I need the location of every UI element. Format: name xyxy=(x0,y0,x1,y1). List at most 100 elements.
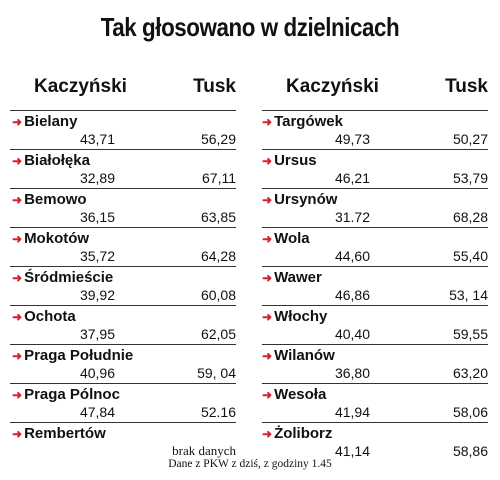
district-name: ➜ Włochy xyxy=(262,308,327,325)
kaczynski-value: 39,92 xyxy=(79,287,115,303)
red-arrow-icon: ➜ xyxy=(12,388,23,402)
red-arrow-icon: ➜ xyxy=(12,271,23,285)
district-name: ➜ Bielany xyxy=(12,113,77,130)
district-name: ➜ Mokotów xyxy=(12,230,89,247)
kaczynski-value: 43,71 xyxy=(79,131,115,147)
district-label: Praga Południe xyxy=(24,347,134,364)
district-label: Żoliborz xyxy=(274,425,333,442)
no-data-note: brak danych xyxy=(172,443,236,458)
red-arrow-icon: ➜ xyxy=(262,154,273,168)
red-arrow-icon: ➜ xyxy=(12,154,23,168)
left-column: Kaczyński Tusk ➜ Bielany 43,71 56,29 ➜ Białoł… xyxy=(10,76,236,461)
kaczynski-value: 31.72 xyxy=(334,209,370,225)
district-label: Bielany xyxy=(24,113,78,130)
district-label: Bemowo xyxy=(24,191,87,208)
tusk-value: 53, 14 xyxy=(449,287,488,303)
tusk-value: 60,08 xyxy=(200,287,236,303)
district-row: ➜ Białołęka 32,89 67,11 xyxy=(10,149,236,188)
tusk-value: 63,85 xyxy=(200,209,236,225)
red-arrow-icon: ➜ xyxy=(262,349,273,363)
district-row: ➜ Wilanów 36,80 63,20 xyxy=(262,344,488,383)
right-rows: ➜ Targówek 49,73 50,27 ➜ Ursus 46,21 53,79 ➜ Ursy… xyxy=(262,110,488,461)
district-row: ➜ Śródmieście 39,92 60,08 xyxy=(10,266,236,305)
kaczynski-value: 37,95 xyxy=(79,326,115,342)
red-arrow-icon: ➜ xyxy=(12,232,23,246)
kaczynski-value: 47,84 xyxy=(79,404,115,420)
header-kaczynski: Kaczyński xyxy=(34,76,127,97)
district-name: ➜ Bemowo xyxy=(12,191,87,208)
tusk-value: 53,79 xyxy=(452,170,488,186)
district-name: ➜ Praga Pólnoc xyxy=(12,386,120,403)
district-name: ➜ Praga Południe xyxy=(12,347,133,364)
district-label: Białołęka xyxy=(24,152,90,169)
district-row: ➜ Ursus 46,21 53,79 xyxy=(262,149,488,188)
right-column: Kaczyński Tusk ➜ Targówek 49,73 50,27 ➜ Ursus… xyxy=(262,76,488,461)
kaczynski-value: 46,21 xyxy=(334,170,370,186)
red-arrow-icon: ➜ xyxy=(262,427,273,441)
red-arrow-icon: ➜ xyxy=(12,349,23,363)
red-arrow-icon: ➜ xyxy=(262,271,273,285)
district-row: ➜ Mokotów 35,72 64,28 xyxy=(10,227,236,266)
left-header: Kaczyński Tusk xyxy=(10,76,236,110)
district-row: ➜ Ochota 37,95 62,05 xyxy=(10,305,236,344)
right-header: Kaczyński Tusk xyxy=(262,76,488,110)
district-label: Wawer xyxy=(274,269,322,286)
red-arrow-icon: ➜ xyxy=(262,388,273,402)
district-label: Ochota xyxy=(24,308,76,325)
district-row: ➜ Żoliborz 41,14 58,86 xyxy=(262,422,488,461)
district-label: Wilanów xyxy=(274,347,335,364)
district-row: ➜ Bielany 43,71 56,29 xyxy=(10,110,236,149)
header-tusk: Tusk xyxy=(193,76,236,97)
district-row: ➜ Wawer 46,86 53, 14 xyxy=(262,266,488,305)
tusk-value: 58,06 xyxy=(452,404,488,420)
tusk-value: 59,55 xyxy=(452,326,488,342)
kaczynski-value: 41,94 xyxy=(334,404,370,420)
kaczynski-value: 46,86 xyxy=(334,287,370,303)
district-row: ➜ Wesoła 41,94 58,06 xyxy=(262,383,488,422)
district-row: ➜ Targówek 49,73 50,27 xyxy=(262,110,488,149)
district-name: ➜ Targówek xyxy=(262,113,343,130)
tusk-value: 58,86 xyxy=(452,443,488,459)
source-note: Dane z PKW z dziś, z godziny 1.45 xyxy=(168,458,332,470)
district-label: Wola xyxy=(274,230,310,247)
tusk-value: 55,40 xyxy=(452,248,488,264)
tusk-value: 59, 04 xyxy=(197,365,236,381)
kaczynski-value: 35,72 xyxy=(79,248,115,264)
district-name: ➜ Wola xyxy=(262,230,310,247)
district-row: ➜ Włochy 40,40 59,55 xyxy=(262,305,488,344)
district-row: ➜ Ursynów 31.72 68,28 xyxy=(262,188,488,227)
district-label: Ursynów xyxy=(274,191,338,208)
district-label: Wesoła xyxy=(274,386,327,403)
tusk-value: 52.16 xyxy=(200,404,236,420)
kaczynski-value: 41,14 xyxy=(334,443,370,459)
red-arrow-icon: ➜ xyxy=(262,193,273,207)
red-arrow-icon: ➜ xyxy=(262,310,273,324)
tusk-value: 56,29 xyxy=(200,131,236,147)
header-tusk: Tusk xyxy=(445,76,488,97)
red-arrow-icon: ➜ xyxy=(12,193,23,207)
left-rows: ➜ Bielany 43,71 56,29 ➜ Białołęka 32,89 67,11 ➜ B… xyxy=(10,110,236,461)
header-kaczynski: Kaczyński xyxy=(286,76,379,97)
district-row: ➜ Praga Południe 40,96 59, 04 xyxy=(10,344,236,383)
kaczynski-value: 36,80 xyxy=(334,365,370,381)
kaczynski-value: 40,40 xyxy=(334,326,370,342)
district-name: ➜ Rembertów xyxy=(12,425,106,442)
district-row: ➜ Wola 44,60 55,40 xyxy=(262,227,488,266)
tusk-value: 62,05 xyxy=(200,326,236,342)
district-name: ➜ Ochota xyxy=(12,308,76,325)
tusk-value: 64,28 xyxy=(200,248,236,264)
tusk-value: 50,27 xyxy=(452,131,488,147)
tusk-value: 63,20 xyxy=(452,365,488,381)
kaczynski-value: 32,89 xyxy=(79,170,115,186)
district-label: Włochy xyxy=(274,308,328,325)
district-row: ➜ Praga Pólnoc 47,84 52.16 xyxy=(10,383,236,422)
tusk-value: 68,28 xyxy=(452,209,488,225)
district-name: ➜ Ursynów xyxy=(262,191,337,208)
district-name: ➜ Białołęka xyxy=(12,152,90,169)
kaczynski-value: 36,15 xyxy=(79,209,115,225)
district-label: Rembertów xyxy=(24,425,106,442)
red-arrow-icon: ➜ xyxy=(12,115,23,129)
district-label: Targówek xyxy=(274,113,343,130)
district-name: ➜ Wawer xyxy=(262,269,322,286)
red-arrow-icon: ➜ xyxy=(262,115,273,129)
